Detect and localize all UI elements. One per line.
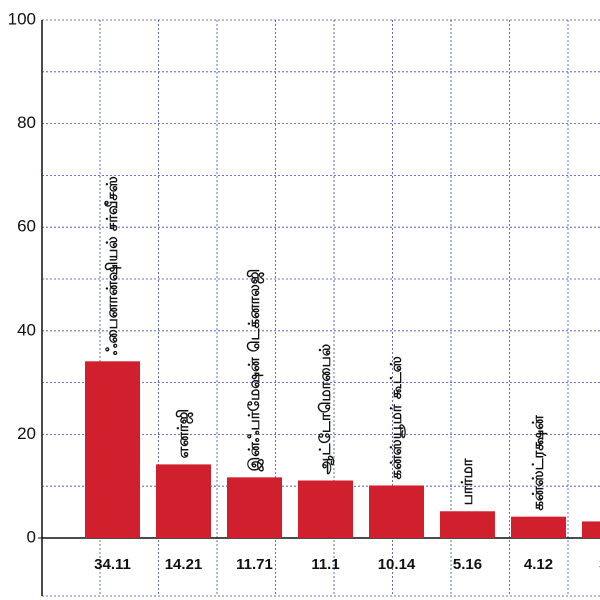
value-label: 11.1 [311, 556, 339, 573]
y-tick-label: 20 [17, 424, 36, 443]
bar [582, 521, 600, 538]
value-label: 10.14 [378, 556, 416, 573]
y-tick-label: 0 [27, 527, 36, 546]
bar [440, 511, 495, 538]
y-tick-label: 100 [8, 9, 36, 28]
category-label: ஃபைனான்ஷியல் சர்வீசஸ் [103, 176, 121, 355]
bar [298, 480, 353, 538]
category-label: இன்ஃபர்மேஷன் டெக்னாலஜி [245, 269, 264, 472]
value-label: 14.21 [165, 556, 203, 573]
bar [85, 361, 140, 538]
category-label: கன்ஸ்ட்ரக்ஷன் [529, 415, 547, 511]
category-label: கன்ஸ்யூமர் கூட்ஸ் [387, 356, 406, 479]
category-label: பார்மா [458, 457, 476, 505]
y-tick-label: 40 [17, 320, 36, 339]
category-label: எனர்ஜி [174, 409, 193, 458]
bar [369, 485, 424, 538]
value-label: 4.12 [524, 556, 553, 573]
bar [227, 477, 282, 538]
y-tick-label: 60 [17, 217, 36, 236]
bar [156, 464, 211, 538]
y-tick-label: 80 [17, 113, 36, 132]
value-label: 5.16 [453, 556, 482, 573]
category-label: ஆட்டோமொபைல் [316, 344, 334, 475]
value-label: 11.71 [236, 556, 273, 573]
value-label: 34.11 [94, 556, 131, 573]
bar [511, 516, 566, 538]
